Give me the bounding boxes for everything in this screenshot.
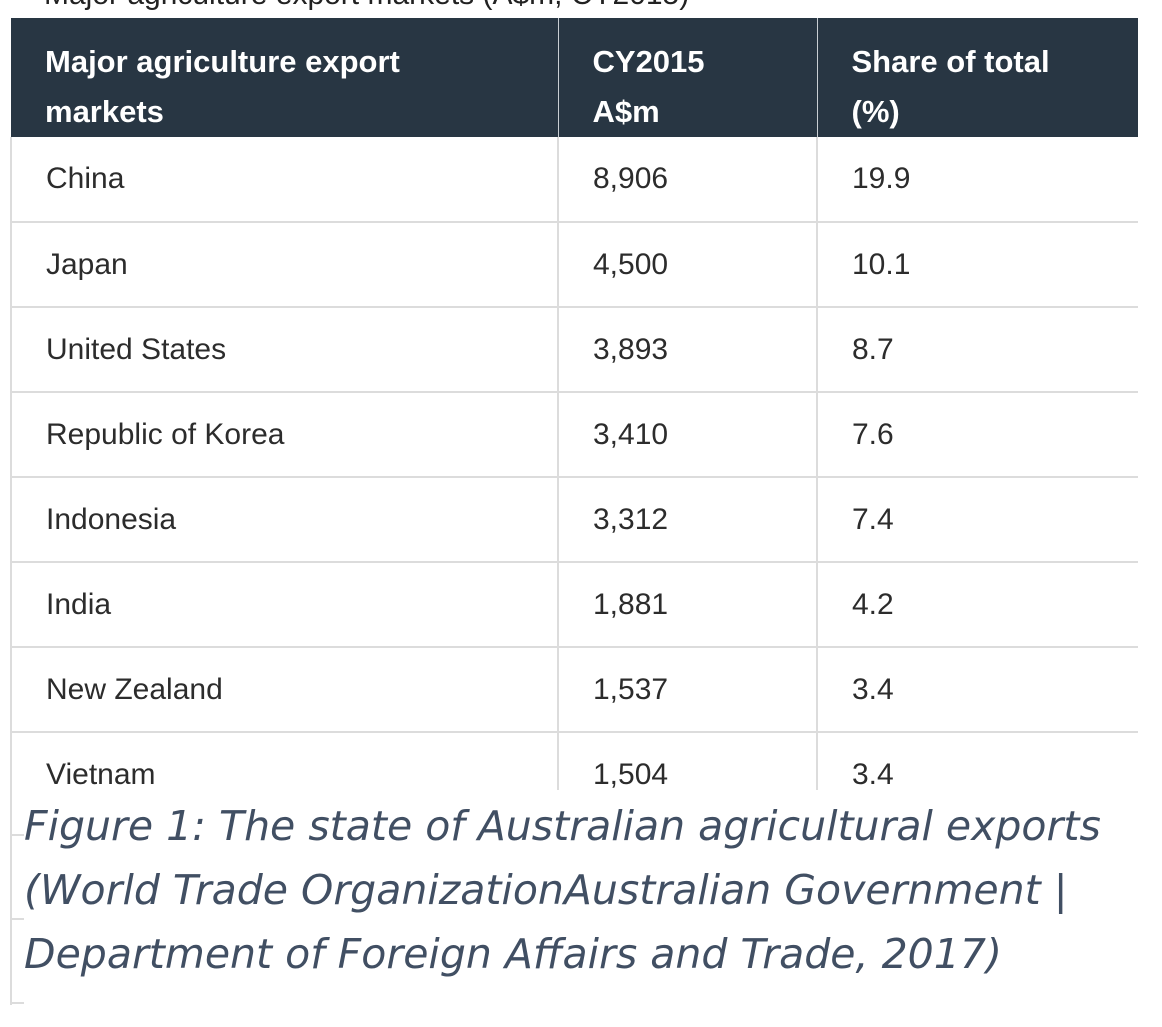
share-cell: 4.2 (817, 562, 1138, 648)
share-cell: 8.7 (817, 307, 1138, 393)
market-cell: China (10, 137, 559, 223)
table-row: New Zealand 1,537 3.4 (10, 647, 1138, 733)
share-cell: 10.1 (817, 222, 1138, 308)
column-header-value: CY2015 A$m (558, 18, 818, 137)
table-row: Republic of Korea 3,410 7.6 (10, 392, 1138, 478)
share-cell: 3.4 (817, 647, 1138, 733)
market-cell: Republic of Korea (10, 392, 559, 478)
caption-line-3: Department of Foreign Affairs and Trade,… (24, 930, 1002, 978)
cropped-title-text: Major agriculture export markets (A$m, C… (44, 0, 689, 12)
caption-line-2: (World Trade OrganizationAustralian Gove… (24, 866, 1068, 914)
value-cell: 1,881 (558, 562, 818, 648)
export-markets-table: Major agriculture export markets CY2015 … (10, 18, 1138, 790)
table-body: China 8,906 19.9 Japan 4,500 10.1 United… (10, 137, 1138, 790)
share-cell: 7.4 (817, 477, 1138, 563)
caption-line-1: Figure 1: The state of Australian agricu… (24, 802, 1101, 850)
value-cell: 3,410 (558, 392, 818, 478)
market-cell: Vietnam (10, 732, 559, 790)
row-divider-remnant (10, 834, 24, 836)
table-header: Major agriculture export markets CY2015 … (11, 18, 1138, 137)
value-cell: 4,500 (558, 222, 818, 308)
market-cell: Japan (10, 222, 559, 308)
value-cell: 1,537 (558, 647, 818, 733)
header-row: Major agriculture export markets CY2015 … (11, 18, 1138, 137)
share-cell: 19.9 (817, 137, 1138, 223)
column-header-market: Major agriculture export markets (11, 18, 559, 137)
figure-caption: Figure 1: The state of Australian agricu… (24, 794, 1160, 986)
table-row: Indonesia 3,312 7.4 (10, 477, 1138, 563)
market-cell: India (10, 562, 559, 648)
column-header-share: Share of total (%) (817, 18, 1138, 137)
table-row: Japan 4,500 10.1 (10, 222, 1138, 308)
table-row: China 8,906 19.9 (10, 137, 1138, 223)
export-markets-table-container: Major agriculture export markets CY2015 … (10, 18, 1138, 790)
market-cell: Indonesia (10, 477, 559, 563)
table-row: Vietnam 1,504 3.4 (10, 732, 1138, 790)
value-cell: 3,893 (558, 307, 818, 393)
cropped-table-title: Major agriculture export markets (A$m, C… (10, 0, 1138, 18)
row-divider-remnant (10, 918, 24, 920)
share-cell: 7.6 (817, 392, 1138, 478)
table-row: India 1,881 4.2 (10, 562, 1138, 648)
market-cell: United States (10, 307, 559, 393)
share-cell: 3.4 (817, 732, 1138, 790)
value-cell: 8,906 (558, 137, 818, 223)
table-border-remnant (10, 790, 12, 1005)
table-row: United States 3,893 8.7 (10, 307, 1138, 393)
value-cell: 3,312 (558, 477, 818, 563)
value-cell: 1,504 (558, 732, 818, 790)
row-divider-remnant (10, 1002, 24, 1004)
market-cell: New Zealand (10, 647, 559, 733)
